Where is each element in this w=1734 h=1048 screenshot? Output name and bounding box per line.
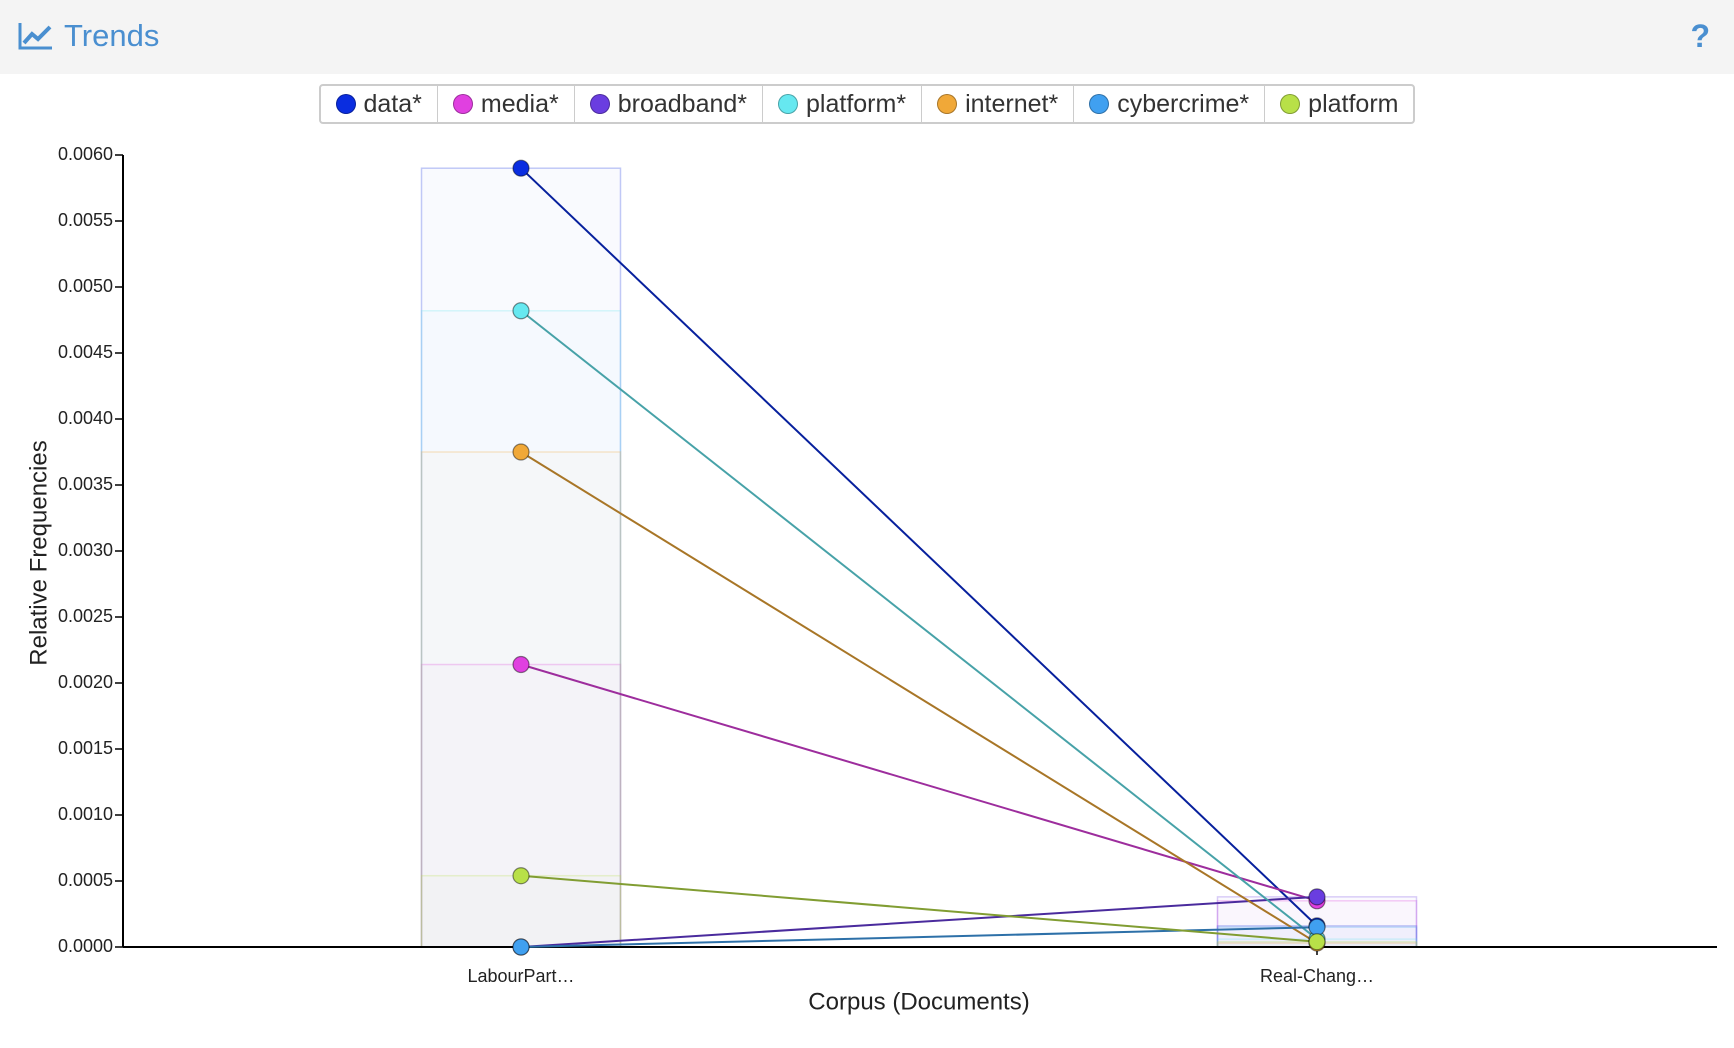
- y-tick-label: 0.0005: [58, 870, 113, 890]
- legend-label: cybercrime*: [1117, 89, 1250, 118]
- y-tick-label: 0.0060: [58, 144, 113, 164]
- legend-swatch: [778, 94, 799, 114]
- legend-label: internet*: [965, 89, 1059, 118]
- legend-swatch: [1280, 94, 1301, 114]
- data-point: [512, 302, 530, 320]
- legend-item[interactable]: platform: [1264, 86, 1413, 122]
- legend-label: broadband*: [617, 89, 748, 118]
- title: Trends: [64, 18, 160, 53]
- y-tick-label: 0.0000: [58, 936, 113, 956]
- y-tick-label: 0.0020: [58, 672, 113, 692]
- data-point: [512, 655, 530, 674]
- series-line: [520, 309, 1318, 940]
- y-axis-title: Relative Frequencies: [25, 440, 52, 665]
- y-tick-label: 0.0050: [58, 276, 113, 296]
- legend-label: platform: [1308, 89, 1399, 118]
- help-button[interactable]: ?: [1690, 18, 1710, 54]
- data-point: [512, 443, 530, 461]
- series-line: [520, 663, 1318, 902]
- legend-swatch: [937, 94, 958, 114]
- header: Trends ?: [0, 0, 1734, 74]
- data-point: [1308, 888, 1326, 906]
- series-line: [520, 167, 1318, 927]
- data-point: [1308, 933, 1326, 951]
- legend-label: platform*: [806, 89, 907, 118]
- legend-item[interactable]: data*: [321, 86, 437, 122]
- y-tick-label: 0.0010: [58, 804, 113, 824]
- data-point: [512, 867, 530, 885]
- frequency-bar: [420, 874, 622, 948]
- data-point: [512, 159, 530, 177]
- legend-item[interactable]: broadband*: [573, 86, 762, 122]
- series-line: [520, 895, 1318, 948]
- legend-item[interactable]: media*: [436, 86, 574, 122]
- series-line: [520, 451, 1318, 944]
- y-tick-label: 0.0045: [58, 342, 113, 362]
- legend-label: media*: [480, 89, 559, 118]
- legend-swatch: [452, 94, 473, 114]
- legend-label: data*: [363, 89, 422, 118]
- trend-icon: [18, 23, 52, 50]
- legend-swatch: [1089, 94, 1110, 114]
- y-tick-label: 0.0030: [58, 540, 113, 560]
- series-line: [520, 926, 1318, 948]
- y-tick-label: 0.0025: [58, 606, 113, 626]
- x-axis-title: Corpus (Documents): [808, 988, 1029, 1015]
- legend-item[interactable]: platform*: [762, 86, 921, 122]
- data-point: [512, 938, 530, 956]
- legend-item[interactable]: internet*: [921, 86, 1073, 122]
- title-area: Trends: [18, 18, 159, 54]
- legend-swatch: [335, 94, 356, 114]
- y-tick-label: 0.0040: [58, 408, 113, 428]
- y-tick-label: 0.0035: [58, 474, 113, 494]
- legend-wrap: data* media* broadband* platform* internet* c…: [0, 84, 1734, 124]
- series-line: [520, 874, 1318, 943]
- data-point: [1308, 918, 1326, 936]
- x-tick-label: Real-Chang…: [1260, 966, 1374, 986]
- y-tick-label: 0.0015: [58, 738, 113, 758]
- legend-swatch: [589, 94, 610, 114]
- y-tick-label: 0.0055: [58, 210, 113, 230]
- legend-item[interactable]: cybercrime*: [1073, 86, 1264, 122]
- legend: data* media* broadband* platform* internet* c…: [318, 84, 1416, 124]
- x-tick-label: LabourPart…: [467, 966, 574, 986]
